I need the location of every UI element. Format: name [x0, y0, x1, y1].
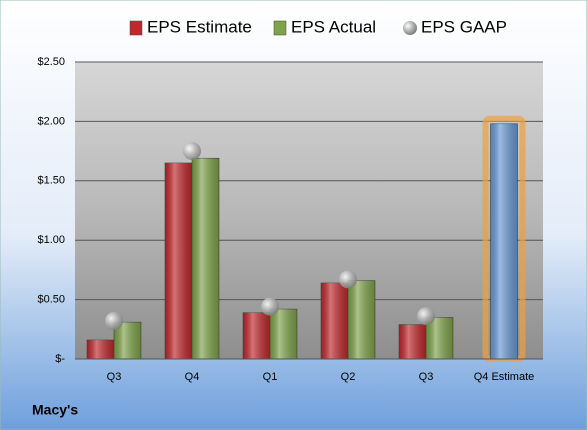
gaap-marker — [105, 311, 123, 330]
legend-label: EPS Estimate — [147, 17, 252, 36]
x-tick-label: Q2 — [341, 371, 356, 383]
bar — [164, 162, 193, 360]
legend-label: EPS GAAP — [421, 17, 507, 36]
y-tick-label: $- — [55, 353, 65, 365]
legend-marker — [403, 21, 417, 35]
y-tick-label: $1.00 — [37, 234, 65, 246]
y-tick-label: $1.50 — [37, 175, 65, 187]
bar — [86, 339, 115, 360]
x-tick-label: Q1 — [263, 371, 278, 383]
gaap-marker — [339, 270, 357, 289]
y-tick-label: $2.00 — [37, 115, 65, 127]
x-tick-label: Q4 Estimate — [474, 371, 535, 383]
y-tick-label: $0.50 — [37, 294, 65, 306]
gaap-marker — [183, 142, 201, 161]
legend-marker — [273, 20, 287, 36]
bar — [191, 157, 220, 360]
x-tick-label: Q4 — [185, 371, 200, 383]
x-tick-label: Q3 — [419, 371, 434, 383]
bar — [320, 282, 349, 360]
bar — [242, 312, 271, 360]
legend-label: EPS Actual — [291, 17, 376, 36]
gaap-marker — [417, 307, 435, 326]
bar — [398, 324, 427, 360]
gaap-marker — [261, 297, 279, 316]
legend-marker — [129, 20, 143, 36]
company-label: Macy's — [32, 402, 78, 418]
plot-area — [75, 62, 543, 359]
x-tick-label: Q3 — [107, 371, 122, 383]
bar — [490, 123, 518, 360]
bar — [269, 308, 298, 360]
y-tick-label: $2.50 — [37, 56, 65, 68]
bar — [347, 280, 376, 360]
